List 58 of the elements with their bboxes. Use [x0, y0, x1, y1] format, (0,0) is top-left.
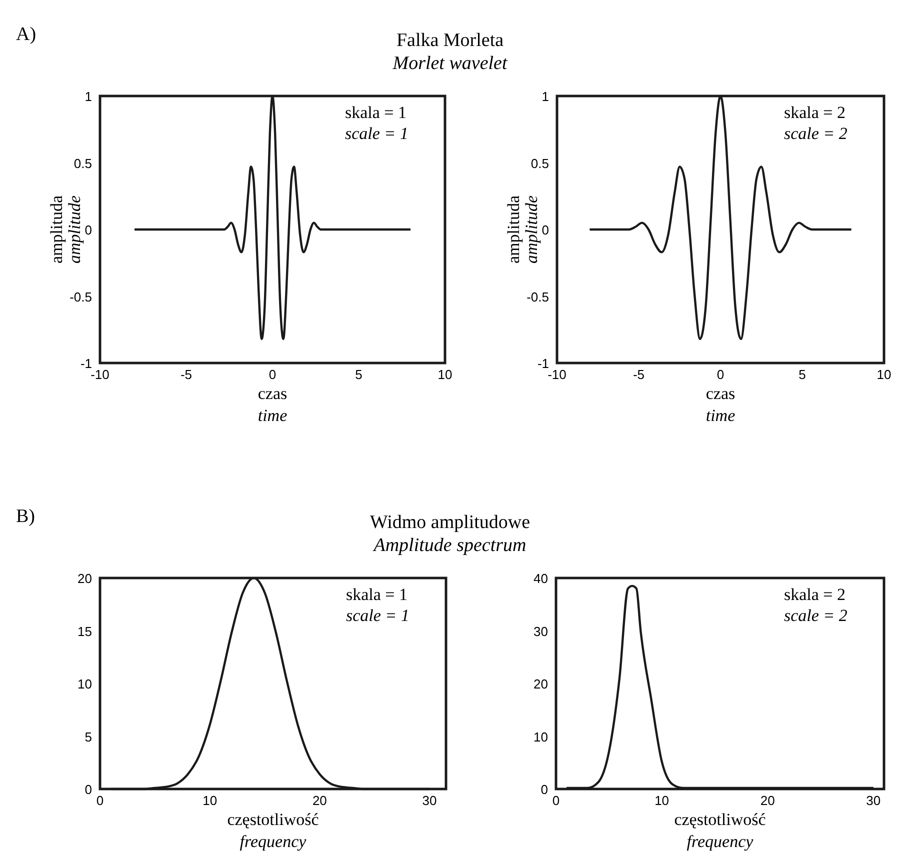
chart-title: Falka Morleta [396, 30, 504, 51]
y-axis-title: amplituda amplitude [47, 195, 84, 264]
annotation: scale = 1 [345, 124, 408, 143]
y-tick-label: 1 [84, 89, 92, 104]
x-tick-label: 0 [96, 793, 104, 808]
y-tick-label: 30 [534, 624, 548, 639]
x-tick-label: 20 [760, 793, 775, 808]
annotation: skala = 1 [345, 103, 407, 122]
y-tick-label: -0.5 [70, 289, 92, 304]
x-axis-title: czas time [706, 384, 736, 425]
x-tick-label: -10 [90, 367, 110, 382]
x-tick-label: 10 [876, 367, 892, 382]
x-tick-label: 5 [798, 367, 806, 382]
text: B) [16, 506, 35, 527]
y-tick-label: 0 [542, 222, 549, 238]
y-tick-label: -1 [80, 356, 92, 371]
y-axis-title: amplituda amplitude [504, 195, 541, 264]
x-tick-label: 20 [312, 793, 327, 808]
x-tick-label: 0 [552, 793, 560, 808]
y-tick-label: 0 [540, 782, 548, 797]
annotation: scale = 1 [346, 606, 410, 625]
x-axis-title: częstotliwość frequency [674, 810, 766, 851]
y-tick-label: 0 [84, 782, 92, 797]
x-tick-label: 10 [654, 793, 670, 808]
annotation: skala = 2 [784, 103, 846, 122]
annotation: skala = 2 [784, 585, 846, 604]
chart-subtitle: Amplitude spectrum [372, 535, 526, 556]
x-tick-label: 0 [716, 367, 724, 382]
x-axis-title: częstotliwość frequency [227, 810, 320, 851]
text: A) [16, 24, 36, 45]
annotation: skala = 1 [346, 585, 408, 604]
annotation: scale = 2 [784, 606, 848, 625]
y-tick-label: 10 [534, 729, 548, 744]
y-tick-label: 15 [78, 624, 92, 639]
y-tick-label: 0 [84, 222, 92, 238]
x-tick-label: -10 [548, 367, 566, 382]
annotation: scale = 2 [784, 124, 848, 143]
x-tick-label: 10 [202, 793, 218, 808]
y-tick-label: 20 [78, 571, 92, 586]
y-tick-label: -0.5 [526, 289, 549, 304]
y-tick-label: 5 [84, 729, 92, 744]
x-tick-label: 0 [268, 367, 276, 382]
y-tick-label: 40 [534, 571, 548, 586]
x-axis-title: czas time [258, 384, 288, 425]
y-tick-label: -1 [537, 356, 549, 371]
chart-subtitle: Morlet wavelet [392, 53, 508, 74]
y-tick-label: 10 [78, 676, 92, 692]
y-tick-label: 1 [542, 89, 549, 104]
x-tick-label: 30 [422, 793, 437, 808]
x-tick-label: -5 [632, 367, 645, 382]
x-tick-label: -5 [180, 367, 192, 382]
x-tick-label: 5 [355, 367, 362, 382]
chart-title: Widmo amplitudowe [370, 512, 530, 533]
y-tick-label: 20 [534, 676, 548, 692]
y-tick-label: 0.5 [530, 156, 549, 171]
x-tick-label: 30 [866, 793, 881, 808]
x-tick-label: 10 [438, 367, 452, 382]
y-tick-label: 0.5 [74, 156, 92, 171]
